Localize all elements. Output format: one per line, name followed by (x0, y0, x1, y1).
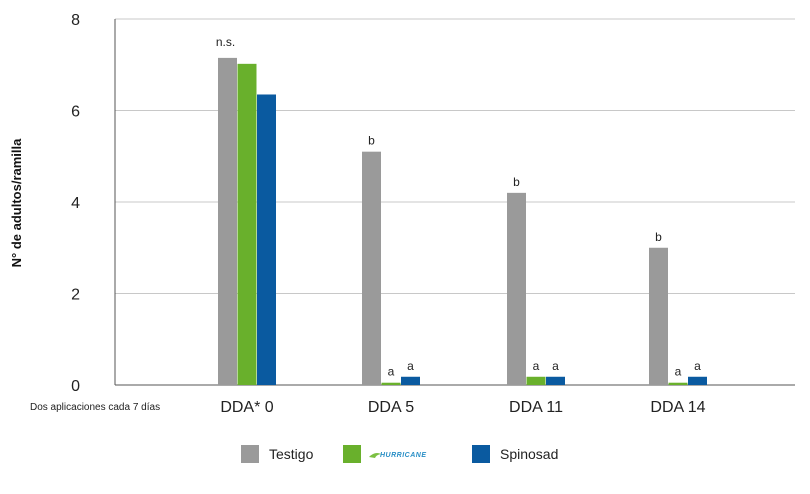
legend-label: Spinosad (500, 446, 558, 462)
y-tick-label: 6 (71, 104, 80, 121)
hurricane-logo: HURRICANE (369, 452, 427, 459)
significance-label: n.s. (216, 35, 235, 49)
significance-label: b (655, 230, 662, 244)
y-axis-label: N° de adultos/ramilla (9, 138, 24, 268)
legend-label: HURRICANE (380, 452, 427, 459)
significance-label: a (675, 365, 682, 379)
x-tick-label: DDA* 0 (220, 399, 273, 416)
bar (401, 376, 420, 385)
legend-label: Testigo (269, 446, 314, 462)
significance-label: a (533, 359, 540, 373)
legend-swatch (472, 445, 490, 463)
bars (218, 57, 707, 386)
bar (237, 63, 257, 386)
significance-label: b (368, 134, 375, 148)
bar (381, 382, 401, 385)
y-tick-label: 2 (71, 287, 80, 304)
x-tick-label: DDA 14 (650, 399, 705, 416)
x-tick-label: DDA 5 (368, 399, 414, 416)
significance-label: a (694, 359, 701, 373)
significance-label: a (407, 359, 414, 373)
legend-swatch (241, 445, 259, 463)
significance-label: a (388, 365, 395, 379)
bar (688, 376, 707, 385)
grid-lines (115, 18, 795, 294)
significance-label: a (552, 359, 559, 373)
bar (257, 94, 276, 386)
x-axis-note: Dos aplicaciones cada 7 días (30, 402, 160, 413)
legend-swatch (343, 445, 361, 463)
bar (507, 192, 526, 385)
y-tick-label: 8 (71, 12, 80, 29)
significance-label: b (513, 175, 520, 189)
legend: Testigo HURRICANE Spinosad (241, 445, 558, 463)
y-tick-label: 4 (71, 195, 80, 212)
bar (668, 382, 688, 385)
bar (526, 376, 546, 385)
bar (218, 57, 237, 385)
bar (546, 376, 565, 385)
x-tick-label: DDA 11 (509, 399, 563, 416)
y-tick-label: 0 (71, 378, 80, 395)
bar (649, 247, 668, 385)
bar (362, 151, 381, 385)
